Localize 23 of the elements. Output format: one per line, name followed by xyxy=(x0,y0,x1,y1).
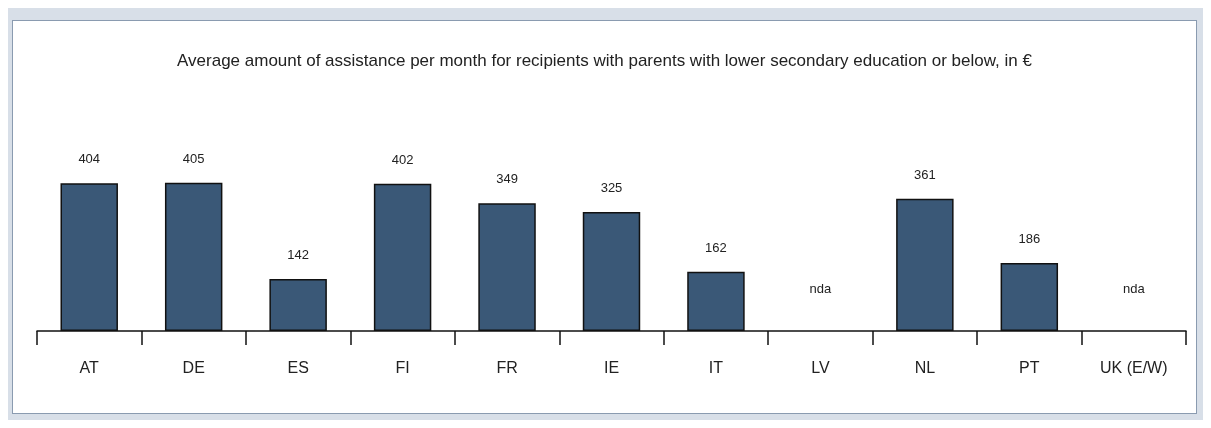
x-tick-label: FI xyxy=(395,358,410,376)
data-label: 405 xyxy=(182,150,205,166)
x-tick-label: NL xyxy=(914,358,936,376)
data-label: 186 xyxy=(1018,230,1041,246)
data-label: 404 xyxy=(78,151,101,167)
x-tick-label: LV xyxy=(811,358,830,376)
data-label: 361 xyxy=(914,166,936,182)
x-tick-label: PT xyxy=(1019,358,1040,376)
chart-title: Average amount of assistance per month for recipients with parents with lower secondary education or below, in € xyxy=(177,51,1033,70)
x-tick-label: AT xyxy=(79,358,100,376)
x-tick-label: UK (E/W) xyxy=(1100,358,1168,376)
data-label: 162 xyxy=(705,239,727,255)
data-label: 142 xyxy=(287,247,309,263)
data-label: 325 xyxy=(600,180,623,196)
x-tick-label: IT xyxy=(708,358,724,376)
text: nda xyxy=(1122,280,1145,296)
x-tick-label: DE xyxy=(182,358,205,376)
x-tick-label: ES xyxy=(287,358,309,376)
data-label: 349 xyxy=(496,171,518,187)
data-label: 402 xyxy=(391,151,414,167)
x-tick-label: IE xyxy=(603,358,620,376)
text: nda xyxy=(809,280,832,296)
x-tick-label: FR xyxy=(496,358,518,376)
